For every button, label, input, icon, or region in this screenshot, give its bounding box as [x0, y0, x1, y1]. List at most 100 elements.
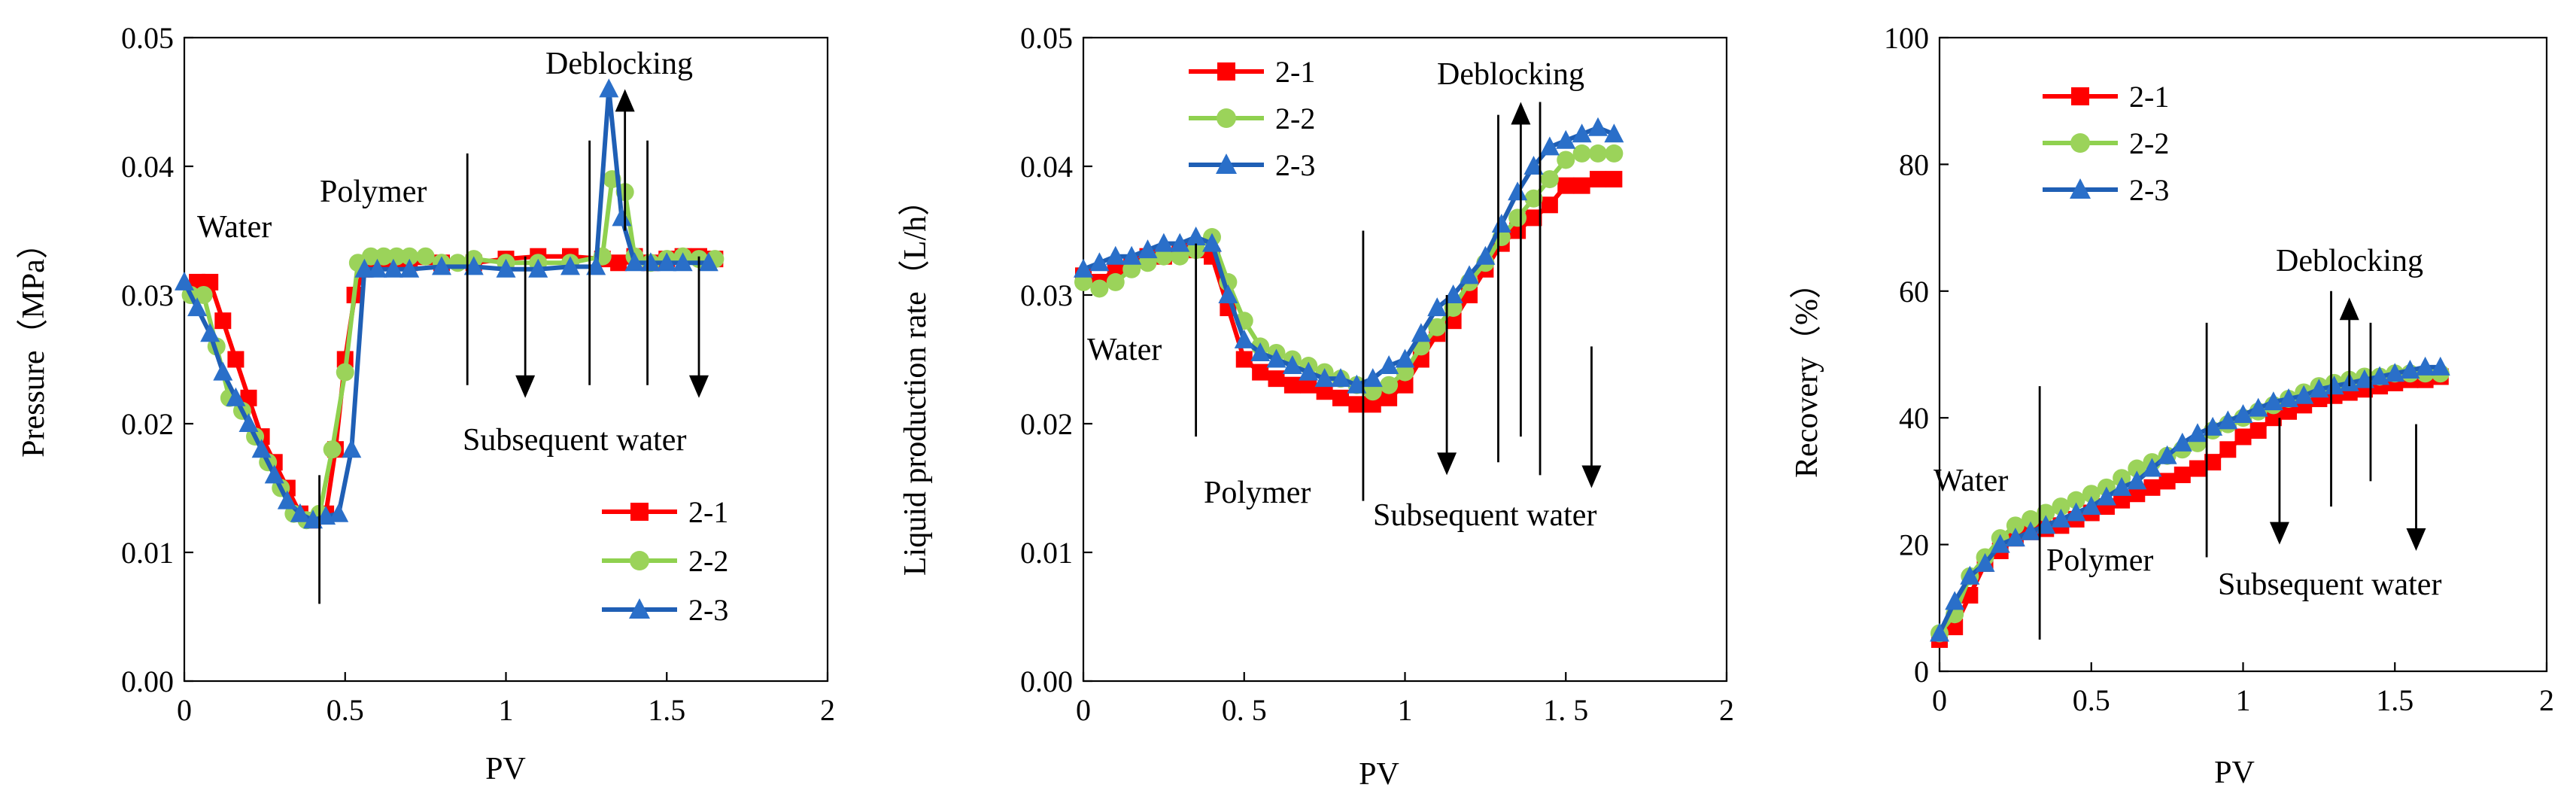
liquid-legend: 2-1 2-2 2-3 [1189, 55, 1315, 182]
recovery-point-2-3 [2112, 476, 2132, 496]
recovery-x-tick-label: 2 [2539, 683, 2554, 717]
liquid-point-2-2 [1138, 254, 1157, 272]
pressure-axes-frame [183, 36, 829, 683]
liquid-point-2-2 [1557, 151, 1575, 169]
recovery-point-2-1 [2189, 460, 2206, 477]
recovery-x-tick-label: 0 [1932, 683, 1947, 717]
liquid-y-tick-label: 0.01 [1020, 536, 1073, 570]
liquid-legend-marker [1216, 154, 1237, 174]
pressure-legend: 2-1 2-2 2-3 [602, 495, 728, 627]
recovery-y-tick-label: 80 [1899, 148, 1929, 181]
liquid-point-2-1 [1235, 351, 1253, 368]
pressure-point-2-3 [586, 256, 606, 275]
liquid-point-2-1 [1605, 171, 1623, 188]
recovery-point-2-3 [1930, 622, 1949, 642]
pressure-y-tick-label: 0.02 [121, 407, 174, 441]
pressure-legend-entry-2-1: 2-1 [602, 495, 728, 529]
liquid-point-2-2 [1508, 208, 1527, 227]
recovery-legend-label: 2-3 [2129, 173, 2169, 207]
recovery-x-axis-label: PV [2214, 756, 2255, 790]
liquid-point-2-2 [1396, 363, 1414, 382]
recovery-y-tick-label: 0 [1914, 655, 1929, 689]
recovery-y-tick-label: 40 [1899, 401, 1929, 435]
recovery-point-2-3 [2127, 470, 2147, 490]
recovery-point-2-3 [2081, 496, 2101, 516]
recovery-point-2-3 [2279, 388, 2299, 407]
liquid-y-tick-label: 0.04 [1020, 150, 1073, 184]
pressure-x-tick-label: 0 [177, 693, 192, 727]
liquid-point-2-1 [1268, 370, 1285, 388]
liquid-x-tick-label: 1 [1398, 693, 1413, 727]
liquid-x-axis-label: PV [1359, 757, 1399, 792]
recovery-point-2-1 [2128, 485, 2146, 503]
liquid-point-2-3 [1460, 265, 1479, 284]
recovery-point-2-1 [2280, 403, 2298, 420]
pressure-point-2-3 [673, 252, 693, 272]
liquid-point-2-3 [1153, 233, 1174, 252]
pressure-point-2-1 [610, 254, 627, 272]
liquid-x-tick-label: 2 [1719, 693, 1734, 727]
pressure-legend-label: 2-3 [688, 593, 728, 627]
pressure-anno-subsequent-water: Subsequent water [463, 423, 686, 458]
recovery-point-2-2 [2067, 491, 2085, 509]
liquid-point-2-2 [1106, 272, 1125, 291]
pressure-point-2-3 [599, 78, 619, 98]
pressure-legend-label: 2-2 [688, 544, 728, 578]
liquid-line-2-3 [1082, 125, 1615, 388]
recovery-anno-deblocking: Deblocking [2276, 244, 2423, 278]
pressure-point-2-3 [251, 439, 272, 458]
liquid-point-2-1 [1381, 389, 1398, 406]
recovery-point-2-3 [2218, 410, 2238, 430]
pressure-legend-marker [630, 503, 649, 521]
liquid-point-2-1 [1316, 383, 1333, 400]
liquid-point-2-1 [1332, 389, 1349, 406]
liquid-y-tick-label: 0.02 [1020, 407, 1073, 441]
recovery-point-2-3 [2172, 432, 2192, 452]
liquid-point-2-1 [1252, 363, 1269, 381]
liquid-point-2-3 [1170, 233, 1190, 252]
liquid-point-2-3 [1105, 245, 1125, 265]
liquid-point-2-3 [1411, 323, 1431, 342]
liquid-point-2-3 [1539, 136, 1560, 156]
pressure-series-2-3 [175, 78, 718, 529]
liquid-point-2-3 [1556, 129, 1576, 149]
recovery-point-2-3 [2142, 458, 2162, 477]
liquid-point-2-3 [1250, 342, 1271, 361]
recovery-point-2-3 [1945, 591, 1965, 610]
recovery-point-2-3 [1990, 534, 2010, 553]
recovery-anno-polymer: Polymer [2046, 543, 2153, 578]
pressure-legend-entry-2-2: 2-2 [602, 544, 728, 578]
liquid-point-2-3 [1604, 123, 1624, 143]
recovery-anno-water: Water [1934, 464, 2008, 498]
recovery-point-2-2 [2052, 497, 2070, 516]
recovery-legend-entry-2-3: 2-3 [2043, 173, 2169, 207]
liquid-y-tick-label: 0.00 [1020, 665, 1073, 698]
liquid-arrow-head [1511, 102, 1531, 125]
recovery-x-tick-label: 0.5 [2073, 683, 2110, 717]
liquid-point-2-3 [1395, 348, 1415, 368]
recovery-point-2-3 [2370, 366, 2390, 385]
liquid-point-2-3 [1074, 258, 1093, 278]
pressure-arrow-head [689, 375, 709, 398]
liquid-point-2-3 [1202, 233, 1222, 252]
pressure-point-2-2 [323, 440, 342, 459]
pressure-point-2-3 [560, 256, 580, 275]
liquid-point-2-2 [1444, 299, 1463, 318]
pressure-point-2-2 [361, 247, 380, 266]
pressure-y-tick-label: 0.03 [121, 278, 174, 312]
liquid-point-2-2 [1363, 382, 1382, 401]
pressure-x-axis-label: PV [485, 752, 526, 786]
liquid-point-2-2 [1074, 272, 1092, 291]
liquid-point-2-1 [1573, 177, 1590, 194]
liquid-point-2-1 [1525, 209, 1542, 227]
recovery-point-2-3 [2430, 356, 2450, 376]
pressure-y-tick-label: 0.05 [121, 21, 174, 55]
liquid-x-tick-label: 0. 5 [1222, 693, 1267, 727]
recovery-legend-marker [2070, 178, 2091, 199]
liquid-point-2-2 [1540, 170, 1559, 189]
liquid-point-2-2 [1090, 279, 1109, 298]
recovery-x-tick-label: 1.5 [2376, 683, 2413, 717]
